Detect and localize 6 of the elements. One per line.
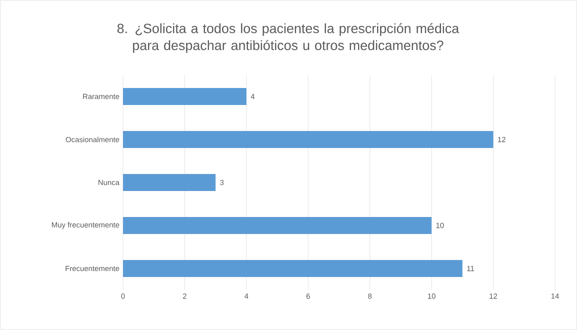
bar [123, 131, 494, 148]
chart-title: 8. ¿Solicita a todos los pacientes la prescripción médica para despachar antibióticos u otros medicamentos? [117, 23, 460, 53]
bar [123, 88, 246, 105]
bar [123, 217, 432, 234]
bar [123, 260, 462, 277]
bar [123, 174, 216, 191]
